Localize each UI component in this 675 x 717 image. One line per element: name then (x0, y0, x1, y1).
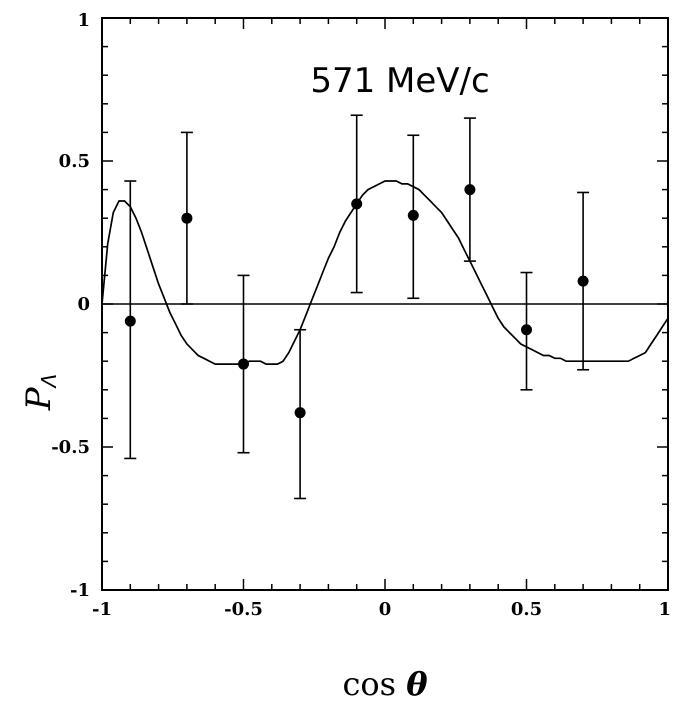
x-axis-label: cos θ (342, 665, 428, 703)
data-point (464, 184, 476, 196)
x-tick-label: 0.5 (511, 599, 542, 620)
y-tick-label: 0.5 (59, 151, 90, 172)
energy-annotation: 571 MeV/c (310, 61, 489, 101)
data-point (294, 407, 306, 419)
x-tick-label: 0 (379, 599, 392, 620)
data-point (124, 315, 136, 327)
data-point (351, 198, 363, 210)
y-tick-label: -1 (70, 580, 90, 601)
data-point (181, 212, 193, 224)
data-point (238, 358, 249, 370)
data-point (521, 324, 532, 336)
y-tick-label: 1 (77, 10, 90, 31)
data-points-layer (124, 114, 590, 500)
axes: -1 -0.5 0 0.5 1 -1 -0.5 0 0.5 1 (51, 10, 671, 620)
fit-curve-layer (101, 180, 669, 365)
y-tick-label: -0.5 (51, 437, 90, 458)
labels-layer: 571 MeV/c PΛ cos θ (19, 61, 490, 703)
fit-curve (101, 180, 669, 365)
data-point (407, 209, 419, 221)
x-tick-label: 1 (658, 599, 671, 620)
y-tick-label: 0 (77, 294, 90, 315)
x-tick-label: -1 (92, 599, 112, 620)
data-point (577, 275, 589, 287)
x-tick-label: -0.5 (224, 599, 263, 620)
y-axis-label: PΛ (19, 374, 61, 412)
